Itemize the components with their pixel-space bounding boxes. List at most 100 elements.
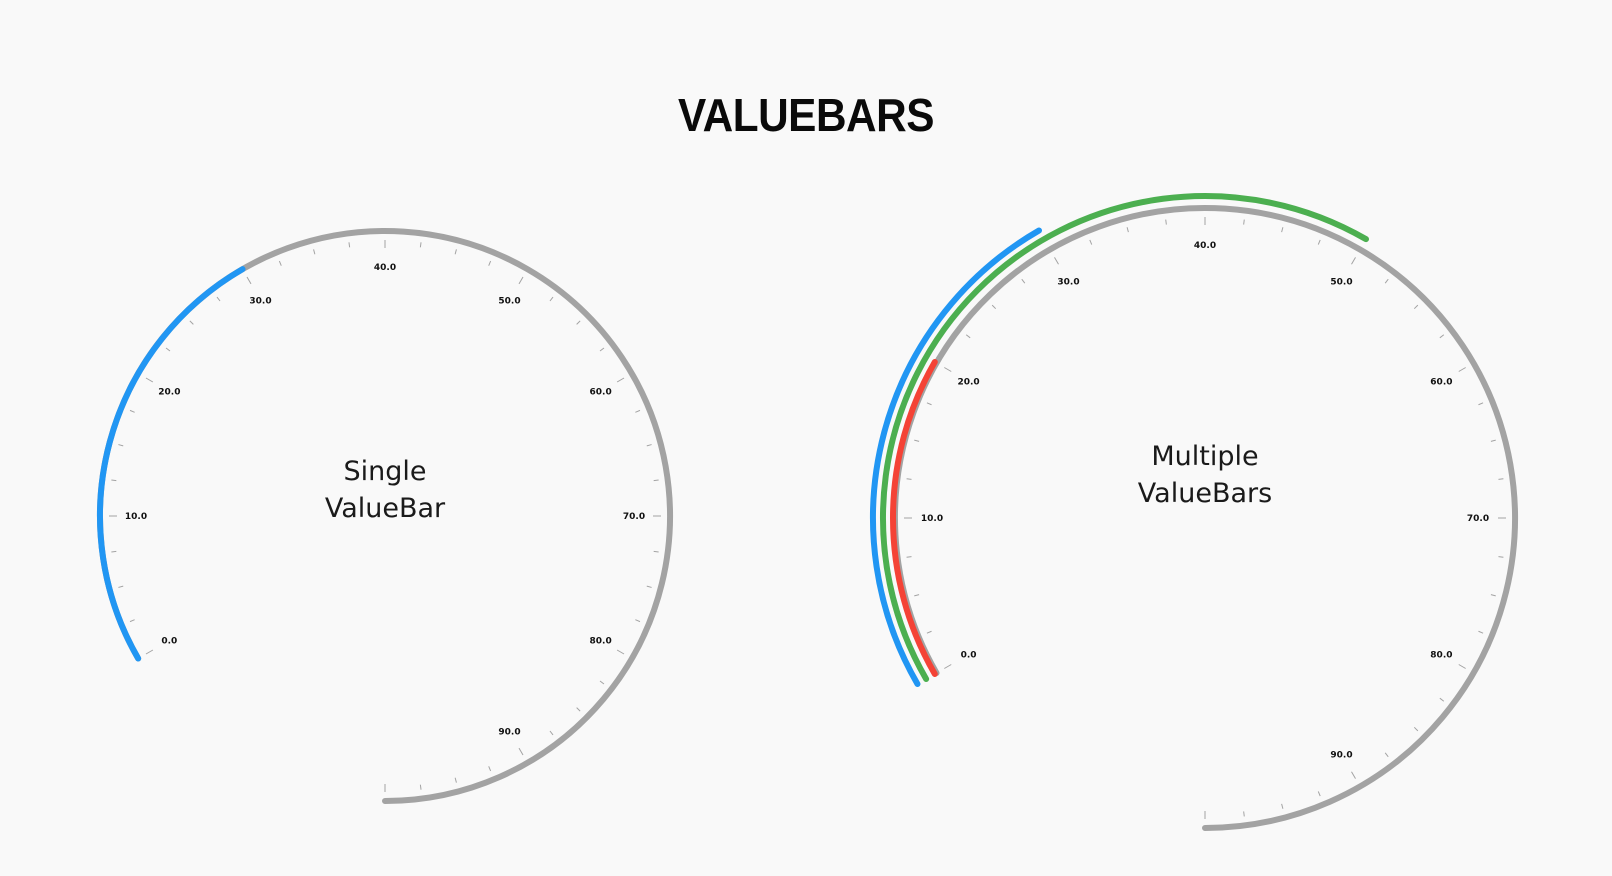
major-tick <box>1054 257 1059 265</box>
tick-label: 50.0 <box>498 296 520 306</box>
minor-tick <box>488 766 492 772</box>
minor-tick <box>1243 219 1245 225</box>
minor-tick <box>599 680 605 685</box>
minor-tick <box>653 479 659 482</box>
major-tick <box>616 649 625 655</box>
minor-tick <box>1384 752 1389 758</box>
minor-tick <box>1439 697 1445 702</box>
minor-tick <box>635 409 641 413</box>
minor-tick <box>1281 227 1284 233</box>
minor-tick <box>165 347 171 352</box>
minor-tick <box>189 320 194 325</box>
minor-tick <box>454 777 457 783</box>
minor-tick <box>1490 439 1496 442</box>
major-tick <box>944 367 952 372</box>
single-valuebar-gauge: 0.0 10.0 20.0 30.0 40.0 50.0 60.0 70.0 80.0 90.0 S… <box>97 228 673 804</box>
minor-tick <box>129 409 135 413</box>
minor-tick <box>1413 304 1419 310</box>
minor-tick <box>926 630 932 634</box>
minor-tick <box>576 707 581 712</box>
tick-label: 50.0 <box>1330 278 1352 288</box>
minor-tick <box>313 249 316 255</box>
tick-label: 70.0 <box>1467 514 1489 524</box>
minor-tick <box>1490 594 1496 597</box>
major-tick <box>1351 771 1356 779</box>
minor-tick <box>926 402 932 406</box>
minor-tick <box>576 320 581 325</box>
tick-label: 10.0 <box>125 512 147 522</box>
minor-tick <box>965 334 971 339</box>
tick-label: 0.0 <box>161 637 177 647</box>
minor-tick <box>129 619 135 623</box>
major-tick <box>1351 257 1356 265</box>
tick-label: 80.0 <box>590 637 612 647</box>
tick-label: 40.0 <box>1194 241 1216 251</box>
minor-tick <box>991 304 997 310</box>
gauge-center-label: Single <box>343 456 426 487</box>
minor-tick <box>646 444 652 447</box>
minor-tick <box>1165 219 1167 225</box>
page-title: VALUEBARS <box>677 89 935 141</box>
minor-tick <box>111 479 117 482</box>
minor-tick <box>1126 227 1129 233</box>
major-tick <box>1458 367 1466 372</box>
minor-tick <box>1498 478 1504 480</box>
tick-label: 90.0 <box>1330 750 1352 760</box>
tick-label: 40.0 <box>374 263 396 273</box>
value-bar-blue <box>870 227 1042 687</box>
minor-tick <box>1021 278 1026 284</box>
major-tick <box>518 747 524 756</box>
minor-tick <box>1478 402 1484 406</box>
value-bar-blue <box>97 266 246 662</box>
value-bar-red <box>890 359 938 677</box>
tick-label: 0.0 <box>961 651 977 661</box>
minor-tick <box>118 585 124 588</box>
minor-tick <box>906 478 912 480</box>
minor-tick <box>1384 278 1389 284</box>
minor-tick <box>1498 556 1504 558</box>
tick-label: 60.0 <box>590 388 612 398</box>
tick-label: 30.0 <box>249 296 271 306</box>
minor-tick <box>419 784 422 790</box>
minor-tick <box>646 585 652 588</box>
minor-tick <box>488 260 492 266</box>
minor-tick <box>914 594 920 597</box>
minor-tick <box>1317 791 1321 797</box>
major-tick <box>944 664 952 669</box>
tick-label: 10.0 <box>921 514 943 524</box>
major-tick <box>1458 664 1466 669</box>
gauge-track <box>892 205 1518 831</box>
minor-tick <box>1243 811 1245 817</box>
minor-tick <box>914 439 920 442</box>
minor-tick <box>653 550 659 553</box>
major-tick <box>518 276 524 285</box>
minor-tick <box>1478 630 1484 634</box>
minor-tick <box>599 347 605 352</box>
tick-label: 70.0 <box>623 512 645 522</box>
minor-tick <box>1317 239 1321 245</box>
minor-tick <box>1089 239 1093 245</box>
major-tick <box>145 649 154 655</box>
minor-tick <box>549 296 554 302</box>
minor-tick <box>111 550 117 553</box>
minor-tick <box>454 249 457 255</box>
tick-label: 20.0 <box>957 378 979 388</box>
minor-tick <box>1439 334 1445 339</box>
tick-label: 20.0 <box>158 388 180 398</box>
tick-label: 60.0 <box>1430 378 1452 388</box>
minor-tick <box>1413 726 1419 732</box>
value-bar-green <box>880 193 1369 682</box>
gauge-center-label: Multiple <box>1151 441 1258 472</box>
minor-tick <box>348 242 351 248</box>
minor-tick <box>549 730 554 736</box>
tick-label: 30.0 <box>1057 278 1079 288</box>
major-tick <box>246 276 252 285</box>
tick-label: 80.0 <box>1430 651 1452 661</box>
minor-tick <box>1281 803 1284 809</box>
minor-tick <box>635 619 641 623</box>
major-tick <box>616 377 625 383</box>
tick-label: 90.0 <box>498 728 520 738</box>
minor-tick <box>278 260 282 266</box>
gauge-center-label: ValueBars <box>1138 478 1272 509</box>
